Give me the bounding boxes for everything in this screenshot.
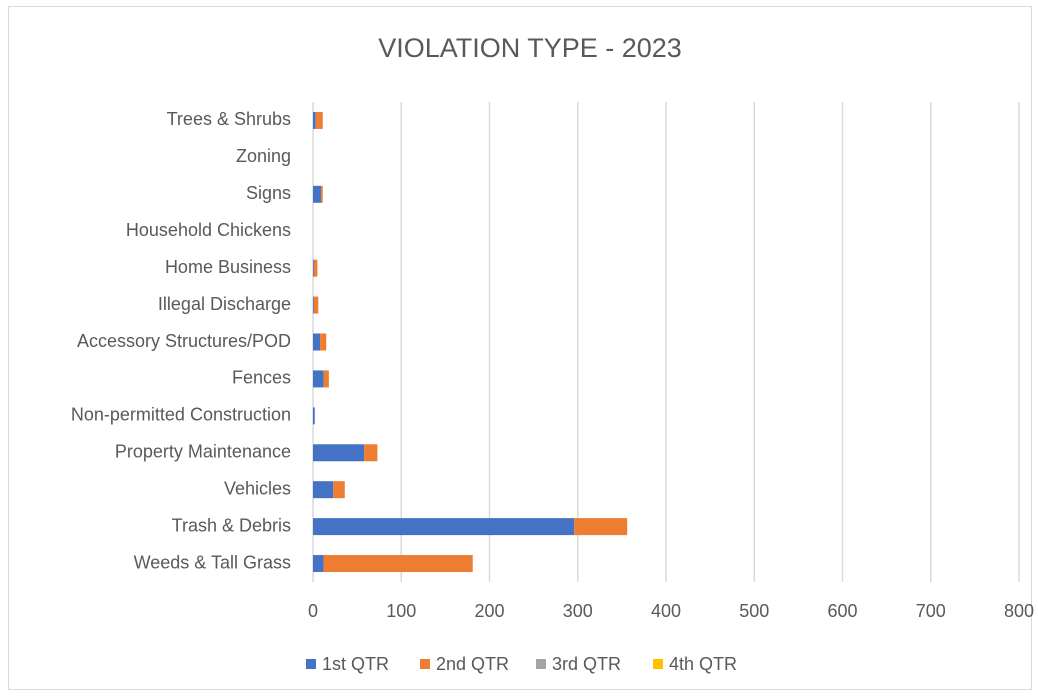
- y-tick-label: Illegal Discharge: [158, 294, 291, 314]
- legend-label: 3rd QTR: [552, 654, 621, 674]
- y-tick-label: Zoning: [236, 146, 291, 166]
- bar-segment: [313, 555, 324, 573]
- chart-title: VIOLATION TYPE - 2023: [378, 33, 682, 63]
- bar-segment: [313, 296, 319, 314]
- legend-swatch: [306, 659, 316, 669]
- bar-segment: [313, 111, 316, 129]
- x-tick-label: 500: [739, 601, 769, 621]
- legend-swatch: [536, 659, 546, 669]
- bar-segment: [364, 444, 378, 462]
- y-tick-label: Weeds & Tall Grass: [134, 552, 291, 572]
- bar-segment: [320, 185, 323, 203]
- bar-segment: [313, 481, 334, 499]
- y-tick-label: Signs: [246, 183, 291, 203]
- x-tick-label: 200: [474, 601, 504, 621]
- x-tick-label: 700: [916, 601, 946, 621]
- bar-segment: [313, 518, 575, 536]
- chart-border: [8, 6, 1032, 690]
- y-tick-label: Accessory Structures/POD: [77, 331, 291, 351]
- bar-segment: [313, 444, 365, 462]
- legend-swatch: [420, 659, 430, 669]
- y-tick-label: Trees & Shrubs: [167, 109, 291, 129]
- legend-label: 1st QTR: [322, 654, 389, 674]
- legend-label: 2nd QTR: [436, 654, 509, 674]
- bar-segment: [313, 259, 314, 277]
- y-tick-label: Household Chickens: [126, 220, 291, 240]
- x-tick-label: 400: [651, 601, 681, 621]
- bar-segment: [313, 185, 321, 203]
- y-tick-label: Vehicles: [224, 478, 291, 498]
- x-tick-label: 0: [308, 601, 318, 621]
- bar-segment: [313, 407, 315, 425]
- y-tick-label: Fences: [232, 368, 291, 388]
- bar-segment: [313, 296, 314, 314]
- bar-segment: [313, 259, 318, 277]
- y-tick-label: Non-permitted Construction: [71, 405, 291, 425]
- legend-swatch: [653, 659, 663, 669]
- bar-segment: [320, 333, 327, 351]
- y-tick-label: Property Maintenance: [115, 442, 291, 462]
- bar-segment: [333, 481, 345, 499]
- bar-segment: [313, 333, 321, 351]
- y-tick-label: Home Business: [165, 257, 291, 277]
- x-tick-label: 600: [827, 601, 857, 621]
- bar-segment: [323, 370, 329, 388]
- x-tick-label: 300: [563, 601, 593, 621]
- y-tick-label: Trash & Debris: [172, 515, 291, 535]
- bar-segment: [315, 111, 323, 129]
- x-tick-label: 100: [386, 601, 416, 621]
- legend-label: 4th QTR: [669, 654, 737, 674]
- bar-segment: [313, 370, 324, 388]
- x-tick-label: 800: [1004, 601, 1034, 621]
- bar-segment: [574, 518, 628, 536]
- bar-segment: [323, 555, 473, 573]
